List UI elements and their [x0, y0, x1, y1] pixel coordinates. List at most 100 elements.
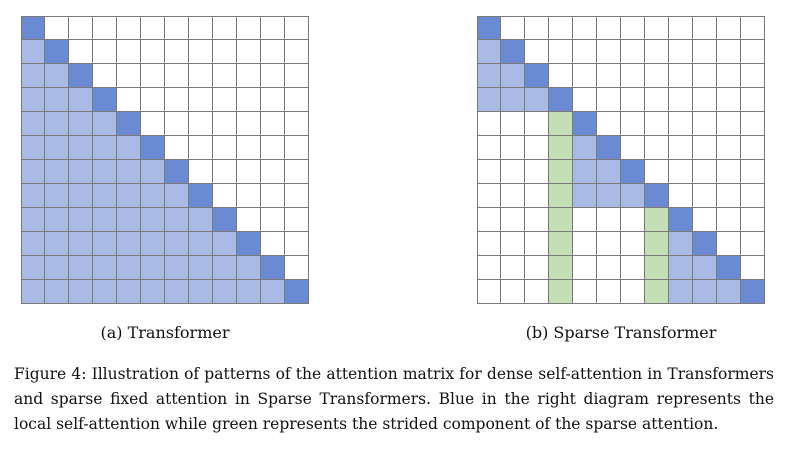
attention-cell-local [21, 232, 45, 256]
attention-cell-empty [525, 16, 549, 40]
attention-cell-strided [549, 280, 573, 304]
attention-cell-empty [45, 16, 69, 40]
attention-cell-empty [621, 280, 645, 304]
attention-cell-local [141, 160, 165, 184]
attention-cell-local [69, 256, 93, 280]
attention-cell-local [93, 112, 117, 136]
attention-cell-empty [621, 256, 645, 280]
attention-cell-empty [741, 40, 765, 64]
attention-cell-empty [93, 40, 117, 64]
attention-cell-local [21, 184, 45, 208]
attention-cell-empty [501, 136, 525, 160]
attention-cell-local [477, 88, 501, 112]
attention-cell-empty [717, 184, 741, 208]
attention-cell-empty [741, 232, 765, 256]
attention-cell-empty [669, 136, 693, 160]
attention-cell-empty [141, 64, 165, 88]
attention-cell-empty [621, 112, 645, 136]
attention-cell-empty [525, 112, 549, 136]
attention-cell-empty [285, 88, 309, 112]
attention-cell-empty [213, 184, 237, 208]
attention-cell-strided [549, 208, 573, 232]
attention-cell-strided [645, 232, 669, 256]
attention-cell-empty [693, 160, 717, 184]
attention-cell-empty [189, 160, 213, 184]
figure-caption: Figure 4: Illustration of patterns of th… [14, 365, 774, 433]
attention-cell-empty [645, 160, 669, 184]
attention-cell-empty [573, 88, 597, 112]
attention-cell-empty [261, 160, 285, 184]
attention-cell-empty [741, 256, 765, 280]
attention-cell-diagonal [21, 16, 45, 40]
attention-cell-local [93, 160, 117, 184]
attention-cell-strided [549, 136, 573, 160]
attention-cell-local [213, 280, 237, 304]
attention-cell-empty [525, 280, 549, 304]
attention-cell-diagonal [165, 160, 189, 184]
attention-cell-empty [141, 88, 165, 112]
attention-cell-empty [597, 208, 621, 232]
attention-cell-empty [117, 64, 141, 88]
attention-cell-local [693, 256, 717, 280]
attention-cell-local [45, 232, 69, 256]
attention-cell-empty [573, 232, 597, 256]
attention-cell-diagonal [213, 208, 237, 232]
attention-cell-empty [501, 280, 525, 304]
attention-cell-local [45, 112, 69, 136]
attention-cell-strided [645, 208, 669, 232]
attention-cell-local [21, 88, 45, 112]
attention-cell-empty [717, 40, 741, 64]
attention-cell-local [165, 280, 189, 304]
attention-cell-empty [213, 40, 237, 64]
attention-cell-local [477, 40, 501, 64]
attention-cell-empty [165, 112, 189, 136]
attention-cell-local [69, 160, 93, 184]
attention-cell-local [69, 88, 93, 112]
attention-cell-local [93, 184, 117, 208]
attention-cell-empty [525, 256, 549, 280]
attention-cell-local [141, 232, 165, 256]
attention-cell-empty [261, 64, 285, 88]
attention-cell-empty [621, 40, 645, 64]
attention-cell-local [237, 280, 261, 304]
attention-cell-empty [93, 64, 117, 88]
attention-cell-diagonal [669, 208, 693, 232]
attention-cell-empty [261, 40, 285, 64]
attention-cell-empty [213, 16, 237, 40]
attention-cell-local [69, 112, 93, 136]
attention-cell-local [21, 280, 45, 304]
attention-cell-local [93, 136, 117, 160]
sparse-attention-matrix [477, 16, 765, 304]
attention-cell-strided [549, 160, 573, 184]
attention-cell-empty [285, 112, 309, 136]
attention-cell-empty [477, 160, 501, 184]
attention-cell-diagonal [501, 40, 525, 64]
attention-cell-local [93, 232, 117, 256]
attention-cell-local [45, 64, 69, 88]
attention-cell-empty [141, 112, 165, 136]
attention-cell-empty [141, 40, 165, 64]
attention-cell-local [213, 232, 237, 256]
attention-cell-empty [597, 256, 621, 280]
attention-cell-empty [741, 16, 765, 40]
attention-cell-empty [237, 112, 261, 136]
attention-cell-local [117, 160, 141, 184]
attention-cell-empty [693, 64, 717, 88]
attention-cell-empty [693, 184, 717, 208]
attention-cell-empty [261, 16, 285, 40]
attention-cell-diagonal [93, 88, 117, 112]
attention-cell-empty [189, 112, 213, 136]
attention-cell-empty [549, 40, 573, 64]
attention-cell-empty [717, 16, 741, 40]
attention-cell-empty [189, 64, 213, 88]
attention-cell-empty [621, 88, 645, 112]
attention-cell-empty [165, 64, 189, 88]
attention-cell-empty [621, 208, 645, 232]
attention-cell-diagonal [45, 40, 69, 64]
attention-cell-empty [717, 136, 741, 160]
attention-cell-local [117, 136, 141, 160]
attention-cell-empty [717, 160, 741, 184]
attention-cell-empty [189, 88, 213, 112]
attention-cell-empty [693, 136, 717, 160]
attention-cell-empty [621, 64, 645, 88]
